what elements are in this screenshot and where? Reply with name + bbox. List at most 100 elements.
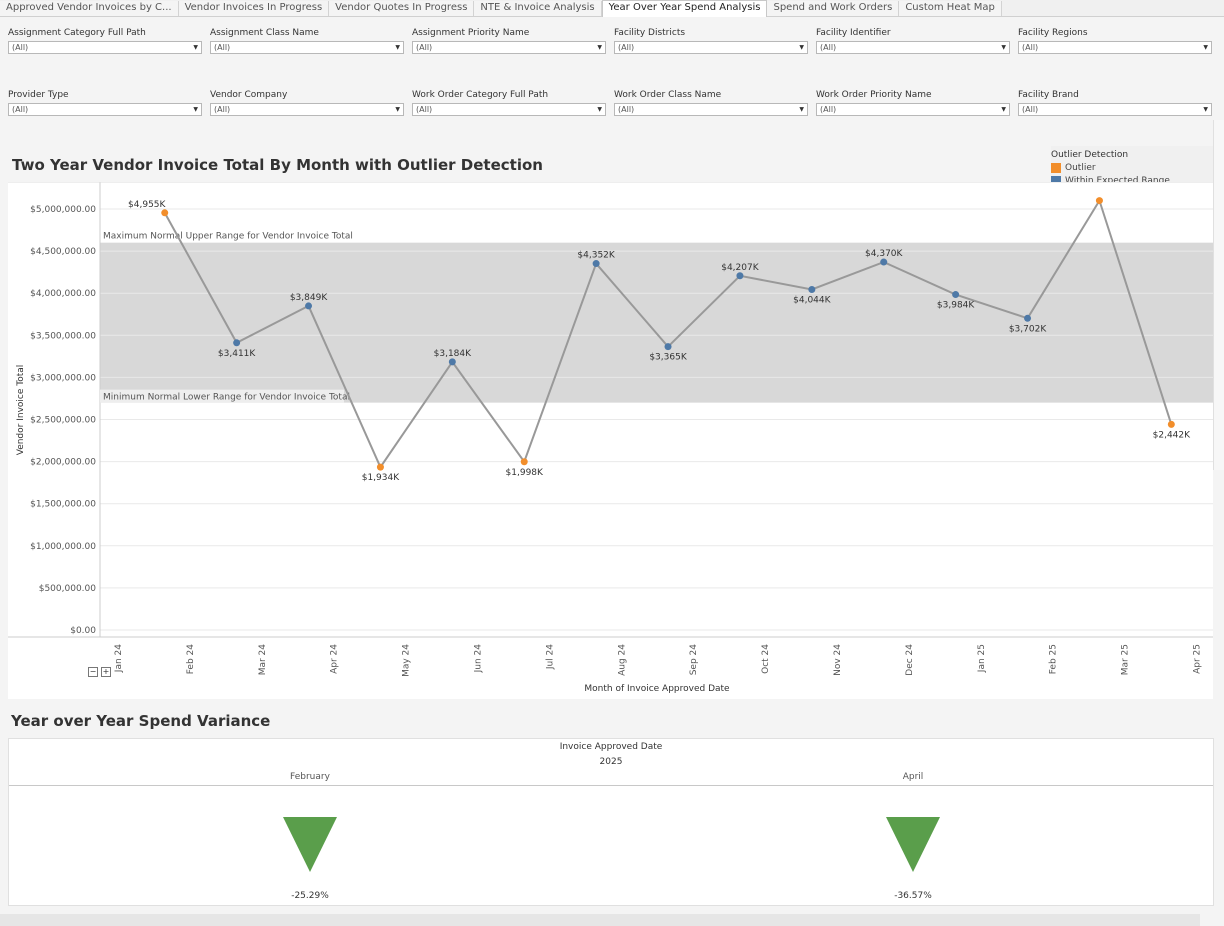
y-tick-label: $2,000,000.00 xyxy=(30,458,96,468)
filter-value: (All) xyxy=(618,105,635,114)
down-arrow-icon[interactable] xyxy=(283,817,337,872)
data-point[interactable] xyxy=(161,209,169,217)
chevron-down-icon[interactable]: ▼ xyxy=(1203,106,1208,113)
y-tick-label: $3,000,000.00 xyxy=(30,373,96,383)
tab-3[interactable]: NTE & Invoice Analysis xyxy=(474,1,602,16)
x-tick-label: Jun 24 xyxy=(474,644,484,674)
data-point[interactable] xyxy=(808,285,816,293)
data-point[interactable] xyxy=(880,258,888,266)
line-chart[interactable]: $0.00 $500,000.00 $1,000,000.00 $1,500,000.… xyxy=(8,182,1213,702)
tab-6[interactable]: Custom Heat Map xyxy=(899,1,1002,16)
data-point[interactable] xyxy=(305,302,313,310)
x-tick-label: Jul 24 xyxy=(545,644,555,670)
chevron-down-icon[interactable]: ▼ xyxy=(1001,44,1006,51)
lower-band-label-bg xyxy=(100,389,344,403)
data-point[interactable] xyxy=(736,272,744,280)
data-label: $4,352K xyxy=(577,251,615,261)
filter-dropdown[interactable]: (All) ▼ xyxy=(1018,41,1212,54)
data-point[interactable] xyxy=(1095,197,1103,205)
data-point[interactable] xyxy=(592,260,600,268)
data-label: $1,934K xyxy=(362,473,400,483)
filter-value: (All) xyxy=(1022,105,1039,114)
chevron-down-icon[interactable]: ▼ xyxy=(1203,44,1208,51)
x-tick-label: Sep 24 xyxy=(689,644,699,676)
x-tick-label: Apr 24 xyxy=(330,644,340,674)
expand-icon[interactable]: + xyxy=(101,667,111,677)
variance-month-feb: February xyxy=(290,772,330,782)
chevron-down-icon[interactable]: ▼ xyxy=(597,106,602,113)
chevron-down-icon[interactable]: ▼ xyxy=(597,44,602,51)
filter-dropdown[interactable]: (All) ▼ xyxy=(210,103,404,116)
data-point[interactable] xyxy=(1167,420,1175,428)
x-tick-label: Jan 24 xyxy=(114,644,124,673)
data-point[interactable] xyxy=(952,291,960,299)
filter-dropdown[interactable]: (All) ▼ xyxy=(614,103,808,116)
x-tick-label: May 24 xyxy=(402,644,412,677)
data-label: $3,184K xyxy=(434,349,472,359)
data-point[interactable] xyxy=(664,343,672,351)
filter-value: (All) xyxy=(820,105,837,114)
filter-label: Assignment Priority Name xyxy=(412,28,530,38)
data-label: $3,411K xyxy=(218,349,256,359)
x-tick-label: Jan 25 xyxy=(977,644,987,673)
chevron-down-icon[interactable]: ▼ xyxy=(1001,106,1006,113)
filter-label: Assignment Category Full Path xyxy=(8,28,146,38)
chevron-down-icon[interactable]: ▼ xyxy=(193,106,198,113)
data-label: $1,998K xyxy=(506,468,544,478)
legend-label-outlier: Outlier xyxy=(1065,163,1096,173)
y-tick-label: $2,500,000.00 xyxy=(30,416,96,426)
filter-label: Facility Brand xyxy=(1018,90,1079,100)
data-point[interactable] xyxy=(233,339,241,347)
legend-item-outlier[interactable]: Outlier xyxy=(1051,163,1213,173)
filter-label: Provider Type xyxy=(8,90,69,100)
down-arrow-icon[interactable] xyxy=(886,817,940,872)
y-tick-label: $0.00 xyxy=(70,626,96,636)
data-label: $3,849K xyxy=(290,293,328,303)
x-tick-label: Oct 24 xyxy=(761,644,771,674)
chevron-down-icon[interactable]: ▼ xyxy=(799,44,804,51)
legend-swatch-normal xyxy=(1051,176,1061,186)
filter-dropdown[interactable]: (All) ▼ xyxy=(816,103,1010,116)
collapse-icon[interactable]: − xyxy=(88,667,98,677)
tab-1[interactable]: Vendor Invoices In Progress xyxy=(178,1,330,16)
filter-3: Facility Districts (All) ▼ xyxy=(614,27,808,54)
chart-title: Two Year Vendor Invoice Total By Month w… xyxy=(12,156,543,174)
filter-dropdown[interactable]: (All) ▼ xyxy=(8,103,202,116)
chevron-down-icon[interactable]: ▼ xyxy=(193,44,198,51)
filter-label: Work Order Priority Name xyxy=(816,90,932,100)
chevron-down-icon[interactable]: ▼ xyxy=(395,44,400,51)
filter-dropdown[interactable]: (All) ▼ xyxy=(816,41,1010,54)
filter-4: Facility Identifier (All) ▼ xyxy=(816,27,1010,54)
filter-dropdown[interactable]: (All) ▼ xyxy=(1018,103,1212,116)
data-label: $4,955K xyxy=(128,200,166,210)
tab-0[interactable]: Approved Vendor Invoices by C... xyxy=(0,1,179,16)
tab-4[interactable]: Year Over Year Spend Analysis xyxy=(601,0,768,17)
chevron-down-icon[interactable]: ▼ xyxy=(395,106,400,113)
tab-2[interactable]: Vendor Quotes In Progress xyxy=(329,1,475,16)
tab-5[interactable]: Spend and Work Orders xyxy=(767,1,900,16)
data-label: $3,365K xyxy=(649,353,687,363)
filter-dropdown[interactable]: (All) ▼ xyxy=(614,41,808,54)
filter-value: (All) xyxy=(618,43,635,52)
x-tick-label: Mar 24 xyxy=(258,644,268,676)
data-label: $4,370K xyxy=(865,249,903,259)
data-point[interactable] xyxy=(376,463,384,471)
y-tick-label: $4,000,000.00 xyxy=(30,289,96,299)
legend-item-normal[interactable]: Within Expected Range xyxy=(1051,176,1213,186)
y-tick-label: $4,500,000.00 xyxy=(30,247,96,257)
data-point[interactable] xyxy=(1024,314,1032,322)
filter-dropdown[interactable]: (All) ▼ xyxy=(8,41,202,54)
vertical-scrollbar[interactable] xyxy=(1213,120,1224,470)
data-point[interactable] xyxy=(520,458,528,466)
horizontal-scrollbar[interactable] xyxy=(0,914,1200,926)
data-point[interactable] xyxy=(448,358,456,366)
x-axis-label: Month of Invoice Approved Date xyxy=(584,684,730,694)
y-axis-label: Vendor Invoice Total xyxy=(16,365,26,456)
filter-dropdown[interactable]: (All) ▼ xyxy=(412,41,606,54)
filter-0: Assignment Category Full Path (All) ▼ xyxy=(8,27,202,54)
filter-value: (All) xyxy=(12,105,29,114)
filter-dropdown[interactable]: (All) ▼ xyxy=(210,41,404,54)
filter-dropdown[interactable]: (All) ▼ xyxy=(412,103,606,116)
upper-band-label: Maximum Normal Upper Range for Vendor In… xyxy=(103,232,353,242)
chevron-down-icon[interactable]: ▼ xyxy=(799,106,804,113)
